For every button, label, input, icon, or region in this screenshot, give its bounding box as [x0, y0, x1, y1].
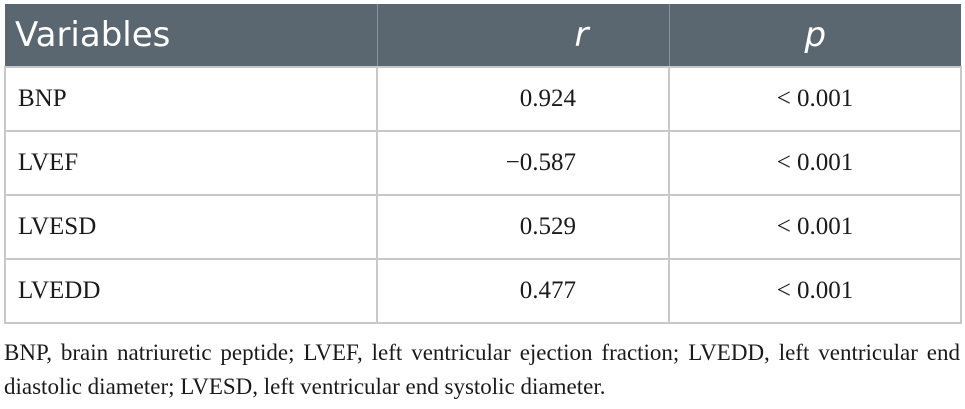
header-variables: Variables [5, 4, 378, 67]
cell-r: −0.587 [376, 130, 670, 196]
table-row: BNP 0.924 < 0.001 [4, 66, 962, 132]
header-p: p [669, 4, 961, 67]
correlation-table-container: Variables r p BNP 0.924 < 0.001 LVEF −0.… [4, 4, 962, 324]
cell-p: < 0.001 [668, 194, 962, 260]
cell-r: 0.924 [376, 66, 670, 132]
cell-r: 0.529 [376, 194, 670, 260]
cell-variable: LVEDD [4, 258, 378, 324]
table-row: LVESD 0.529 < 0.001 [4, 194, 962, 260]
cell-variable: LVEF [4, 130, 378, 196]
header-row: Variables r p [5, 4, 961, 67]
table-body: BNP 0.924 < 0.001 LVEF −0.587 < 0.001 LV… [4, 66, 962, 324]
cell-r: 0.477 [376, 258, 670, 324]
table-header: Variables r p [5, 4, 961, 67]
cell-p: < 0.001 [668, 258, 962, 324]
cell-p: < 0.001 [668, 66, 962, 132]
header-r: r [377, 4, 670, 67]
correlation-table: Variables r p BNP 0.924 < 0.001 LVEF −0.… [4, 4, 962, 324]
table-row: LVEDD 0.477 < 0.001 [4, 258, 962, 324]
table-footnote: BNP, brain natriuretic peptide; LVEF, le… [4, 340, 960, 399]
cell-p: < 0.001 [668, 130, 962, 196]
table-row: LVEF −0.587 < 0.001 [4, 130, 962, 196]
cell-variable: BNP [4, 66, 378, 132]
cell-variable: LVESD [4, 194, 378, 260]
